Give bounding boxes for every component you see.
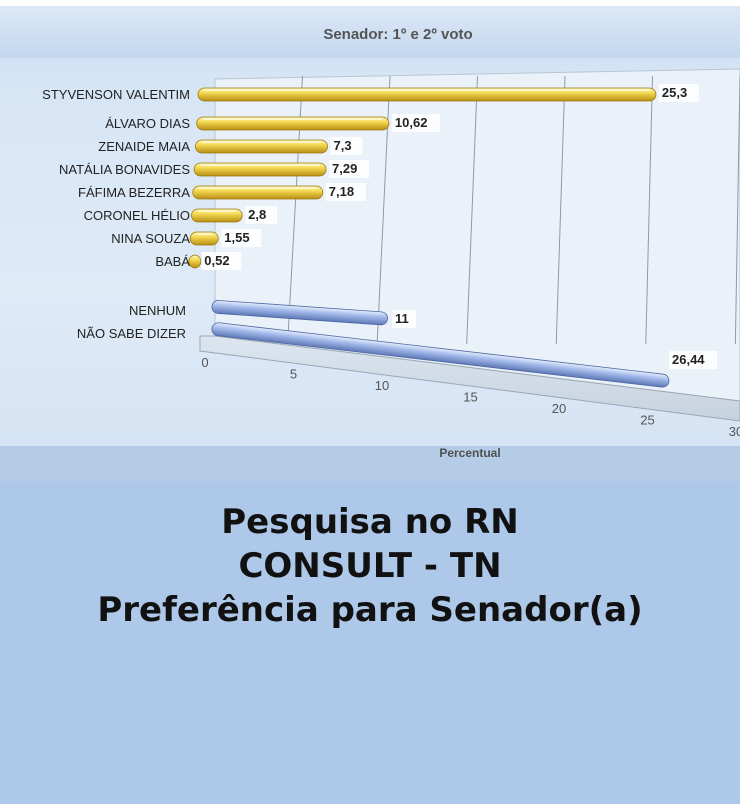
category-label: ÁLVARO DIAS	[105, 116, 190, 131]
value-label: 26,44	[672, 352, 705, 367]
bar-1	[196, 116, 390, 131]
value-label-bg	[201, 252, 242, 270]
headline-line-2: CONSULT - TN	[238, 546, 502, 586]
top-strip	[0, 0, 740, 6]
x-tick-label: 0	[201, 355, 208, 370]
bar-nenhum	[211, 300, 388, 326]
value-label: 10,62	[395, 115, 428, 130]
headline-line-3: Preferência para Senador(a)	[97, 590, 643, 630]
x-tick-label: 20	[552, 401, 566, 416]
value-label-bg	[325, 183, 366, 201]
bar-5	[191, 208, 243, 223]
value-label-bg	[329, 160, 370, 178]
value-label-bg	[658, 84, 699, 102]
value-label-bg	[221, 229, 262, 247]
bars	[188, 87, 670, 388]
value-label: 25,3	[662, 85, 687, 100]
bar-3	[193, 162, 327, 177]
category-label: CORONEL HÉLIO	[84, 208, 190, 223]
value-label-bg	[330, 137, 363, 155]
category-label: STYVENSON VALENTIM	[42, 87, 190, 102]
bar-2	[195, 139, 328, 154]
bar-nao-sabe	[211, 322, 670, 388]
headline: Pesquisa no RN CONSULT - TN Preferência …	[0, 500, 740, 632]
category-label: FÁFIMA BEZERRA	[78, 185, 190, 200]
value-label: 7,18	[329, 184, 354, 199]
category-label: NENHUM	[129, 303, 186, 318]
bar-7	[188, 254, 202, 269]
x-tick-label: 30	[729, 424, 740, 439]
value-label: 7,29	[332, 161, 357, 176]
value-label: 2,8	[248, 207, 266, 222]
bar-chart: Senador: 1º e 2º voto 0 5 10 15 20 25 30 STYVE…	[0, 6, 740, 481]
x-tick-label: 5	[290, 367, 297, 382]
value-label: 11	[395, 311, 409, 326]
grid-line	[734, 75, 740, 345]
x-axis-label: Percentual	[439, 446, 500, 460]
category-labels: STYVENSON VALENTIM ÁLVARO DIAS ZENAIDE MAI…	[42, 87, 190, 341]
x-tick-label: 15	[463, 390, 477, 405]
chart-panel: Senador: 1º e 2º voto 0 5 10 15 20 25 30 STYVE…	[0, 6, 740, 481]
category-label: NATÁLIA BONAVIDES	[59, 162, 190, 177]
value-label-bg	[391, 114, 440, 132]
category-label: NÃO SABE DIZER	[77, 326, 186, 341]
category-label: BABÁ	[155, 254, 190, 269]
value-label: 0,52	[204, 253, 229, 268]
bar-0	[197, 87, 657, 102]
headline-line-1: Pesquisa no RN	[221, 502, 519, 542]
x-axis-ticks: 0 5 10 15 20 25 30	[201, 355, 740, 439]
value-labels: 25,3 10,62 7,3 7,29 7,18 2,8 1,55 0,52 11 26,44	[201, 84, 717, 369]
value-label-bg	[669, 351, 717, 369]
bar-4	[192, 185, 324, 200]
category-label: NINA SOUZA	[111, 231, 190, 246]
x-tick-label: 25	[640, 413, 654, 428]
plot-floor	[199, 335, 740, 422]
value-label-bg	[392, 310, 416, 328]
bar-6	[189, 231, 219, 246]
chart-title: Senador: 1º e 2º voto	[323, 26, 472, 43]
value-label-bg	[245, 206, 278, 224]
x-tick-label: 10	[375, 378, 389, 393]
title-band	[0, 6, 740, 58]
value-label: 1,55	[224, 230, 249, 245]
xlabel-band	[0, 446, 740, 481]
value-label: 7,3	[334, 138, 352, 153]
grid-line	[555, 75, 566, 345]
grid-line	[645, 75, 653, 345]
category-label: ZENAIDE MAIA	[98, 139, 190, 154]
grid-line	[466, 75, 478, 345]
